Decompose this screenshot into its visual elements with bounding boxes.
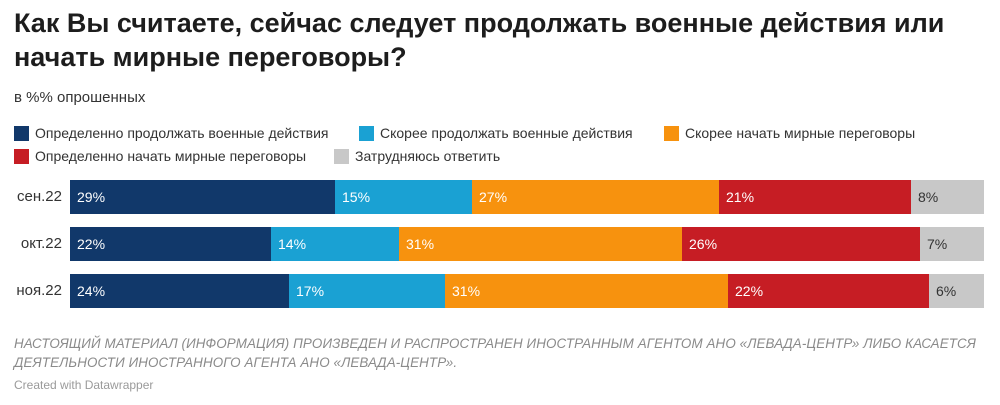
stacked-bar-chart: сен.22 29% 15% 27% 21% 8% окт.22 22% 14% 31% 26% 7%… bbox=[0, 178, 1000, 308]
bar-value-label: 24% bbox=[77, 283, 106, 299]
bar-value-label: 15% bbox=[342, 189, 371, 205]
bar-segment bbox=[445, 274, 728, 308]
bar-segment bbox=[929, 274, 984, 308]
legend-item: Затрудняюсь ответить bbox=[334, 146, 500, 166]
bar-segment bbox=[719, 180, 911, 214]
bar-segment bbox=[682, 227, 920, 261]
bar-segment bbox=[728, 274, 929, 308]
bar-segment bbox=[472, 180, 719, 214]
bar-segment bbox=[399, 227, 682, 261]
bar-segment bbox=[271, 227, 399, 261]
bar-value-label: 7% bbox=[927, 236, 948, 252]
legend-item: Скорее начать мирные переговоры bbox=[664, 123, 915, 143]
legend-swatch bbox=[334, 148, 349, 164]
legend-label: Определенно продолжать военные действия bbox=[35, 125, 329, 141]
bar-value-label: 21% bbox=[726, 189, 755, 205]
legend-item: Скорее продолжать военные действия bbox=[359, 123, 633, 143]
bar-segment bbox=[911, 180, 984, 214]
legend-swatch bbox=[14, 125, 29, 141]
bar-value-label: 31% bbox=[452, 283, 481, 299]
bar-segment bbox=[70, 274, 289, 308]
bar-value-label: 17% bbox=[296, 283, 325, 299]
bar-segment bbox=[920, 227, 984, 261]
bar-value-label: 22% bbox=[77, 236, 106, 252]
legend-label: Затрудняюсь ответить bbox=[355, 148, 501, 164]
row-label: ноя.22 bbox=[16, 282, 62, 299]
bar-row: 29% 15% 27% 21% 8% bbox=[70, 180, 984, 214]
bar-value-label: 6% bbox=[936, 283, 957, 299]
chart-title: Как Вы считаете, сейчас следует продолжа… bbox=[14, 8, 945, 72]
row-label: сен.22 bbox=[17, 188, 62, 205]
bar-segment bbox=[335, 180, 472, 214]
bar-value-label: 26% bbox=[689, 236, 718, 252]
datawrapper-credit: Created with Datawrapper bbox=[14, 378, 154, 392]
row-label: окт.22 bbox=[20, 235, 62, 252]
bar-value-label: 29% bbox=[77, 189, 106, 205]
legend-label: Скорее начать мирные переговоры bbox=[685, 125, 916, 141]
bar-row: 22% 14% 31% 26% 7% bbox=[70, 227, 984, 261]
foreign-agent-notice: НАСТОЯЩИЙ МАТЕРИАЛ (ИНФОРМАЦИЯ) ПРОИЗВЕД… bbox=[14, 336, 977, 370]
bar-segment bbox=[70, 227, 271, 261]
bar-value-label: 31% bbox=[406, 236, 435, 252]
bar-segment bbox=[289, 274, 445, 308]
legend-swatch bbox=[359, 125, 374, 141]
legend-label: Определенно начать мирные переговоры bbox=[35, 148, 307, 164]
legend-label: Скорее продолжать военные действия bbox=[380, 125, 633, 141]
legend-swatch bbox=[664, 125, 679, 141]
bar-value-label: 14% bbox=[278, 236, 307, 252]
bar-value-label: 8% bbox=[918, 189, 939, 205]
bar-value-label: 27% bbox=[479, 189, 508, 205]
legend-item: Определенно начать мирные переговоры bbox=[14, 146, 306, 166]
chart-subtitle: в %% опрошенных bbox=[14, 89, 146, 106]
bar-row: 24% 17% 31% 22% 6% bbox=[70, 274, 984, 308]
legend-swatch bbox=[14, 148, 29, 164]
bar-value-label: 22% bbox=[735, 283, 764, 299]
legend-item: Определенно продолжать военные действия bbox=[14, 123, 329, 143]
bar-segment bbox=[70, 180, 335, 214]
